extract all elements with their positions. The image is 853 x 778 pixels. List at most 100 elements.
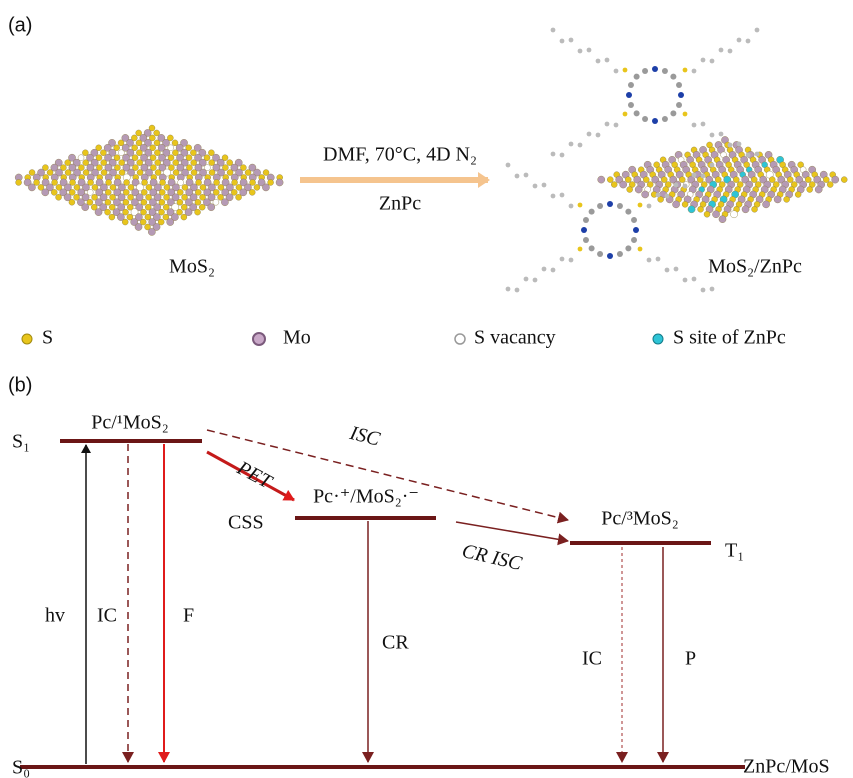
atom: [623, 112, 628, 117]
atom: [141, 189, 147, 195]
atom: [122, 219, 128, 225]
atom: [28, 184, 35, 191]
atom: [221, 199, 228, 206]
atom: [51, 189, 57, 195]
atom: [755, 28, 760, 33]
atom: [710, 163, 715, 168]
atom: [109, 214, 115, 220]
atom: [506, 287, 511, 292]
atom: [213, 189, 219, 195]
atom: [181, 214, 187, 220]
atom: [589, 245, 595, 251]
state-label: ZnPc/MoS: [743, 756, 830, 778]
level-symbol: T₁: [725, 540, 744, 562]
atom: [598, 176, 605, 183]
atom: [597, 203, 603, 209]
atom: [682, 201, 688, 207]
atom: [105, 199, 111, 205]
atom: [674, 183, 679, 188]
atom: [159, 189, 165, 195]
atom: [752, 206, 758, 212]
legend-swatch: [455, 334, 465, 344]
atom: [683, 112, 688, 117]
atom: [617, 203, 623, 209]
atom: [832, 176, 839, 183]
atom: [87, 189, 93, 195]
atom: [626, 92, 632, 98]
atom: [635, 186, 642, 193]
atom: [83, 170, 89, 176]
atom: [141, 199, 147, 205]
atom: [587, 48, 592, 53]
atom: [240, 189, 247, 196]
legend-label: S vacancy: [474, 327, 556, 349]
atom: [730, 211, 737, 218]
atom: [701, 174, 706, 179]
atom: [551, 268, 556, 273]
atom: [154, 150, 160, 156]
atom: [119, 170, 125, 176]
atom: [159, 199, 165, 205]
atom: [214, 179, 220, 185]
atom: [625, 209, 631, 215]
atom: [762, 201, 769, 208]
atom: [710, 287, 715, 292]
atom: [137, 160, 143, 166]
atom: [34, 179, 40, 185]
atom: [823, 177, 829, 183]
atom: [123, 189, 129, 195]
level-symbol: CSS: [228, 512, 264, 534]
atom: [625, 177, 631, 183]
atom: [634, 110, 640, 116]
atom: [524, 173, 529, 178]
atom: [16, 179, 22, 185]
atom: [704, 211, 710, 217]
atom: [676, 102, 682, 108]
atom: [583, 237, 589, 243]
atom: [199, 204, 205, 210]
atom: [597, 251, 603, 257]
transition-label: ISC: [347, 422, 383, 451]
atom: [88, 179, 94, 185]
atom: [172, 150, 178, 156]
atom: [774, 196, 781, 203]
atom: [719, 132, 724, 137]
atom: [692, 277, 697, 282]
atom: [213, 199, 219, 205]
atom: [177, 209, 183, 215]
atom: [683, 68, 688, 73]
atom: [208, 204, 215, 211]
atom: [633, 227, 639, 233]
atom: [737, 142, 742, 147]
atom: [652, 66, 658, 72]
atom: [190, 150, 196, 156]
atom: [827, 182, 833, 188]
atom: [642, 191, 649, 198]
panel-label: (b): [8, 374, 32, 396]
transition-label: hv: [45, 605, 65, 627]
atom: [596, 133, 601, 138]
atom: [195, 199, 201, 205]
atom: [232, 179, 238, 185]
atom: [56, 194, 62, 200]
atom: [670, 74, 676, 80]
atom: [678, 92, 684, 98]
atom: [715, 177, 721, 183]
atom: [643, 177, 649, 183]
atom: [137, 170, 143, 176]
atom: [196, 179, 202, 185]
legend-swatch: [253, 333, 265, 345]
legend-label: S: [42, 327, 53, 349]
atom: [209, 160, 215, 166]
atom: [83, 160, 89, 166]
atom: [638, 247, 643, 252]
atom: [29, 170, 35, 176]
atom: [672, 201, 679, 208]
atom: [227, 170, 233, 176]
atom: [698, 206, 704, 212]
atom: [755, 152, 760, 157]
atom: [123, 199, 129, 205]
atom: [105, 209, 111, 215]
transition-label: CR ISC: [460, 540, 525, 575]
atom: [276, 179, 283, 186]
